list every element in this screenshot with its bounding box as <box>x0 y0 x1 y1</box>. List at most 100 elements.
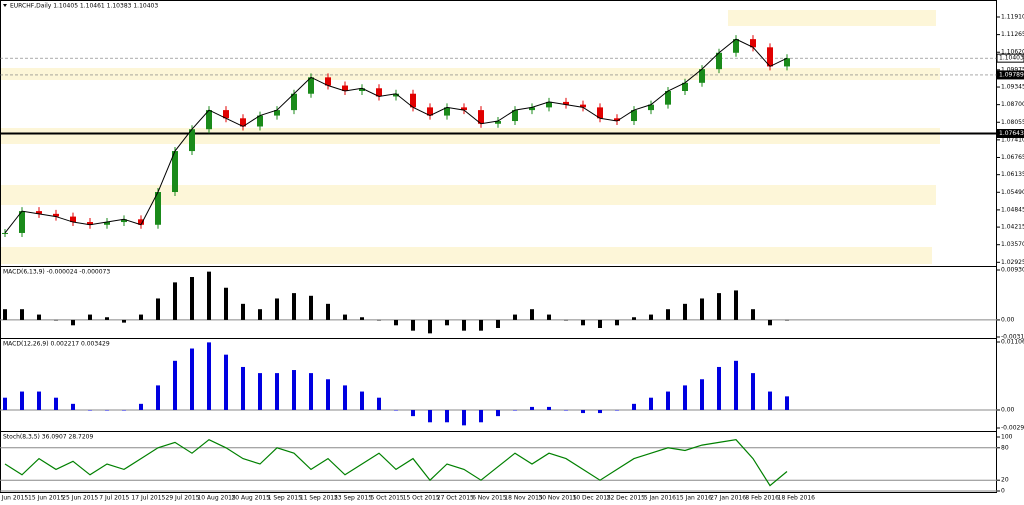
candle-body <box>444 107 450 116</box>
candle-body <box>172 151 178 193</box>
candle-body <box>2 232 8 234</box>
candle-body <box>716 52 722 70</box>
date-label: 23 Sep 2015 <box>334 495 372 502</box>
histogram-bar <box>734 360 738 410</box>
histogram-bar <box>649 397 653 410</box>
candle-body <box>325 77 331 86</box>
histogram-bar <box>496 319 500 328</box>
symbol-header: EURCHF,Daily 1.10405 1.10461 1.10383 1.1… <box>10 3 158 10</box>
price-label: 1.09789 <box>999 71 1024 78</box>
histogram-bar <box>190 348 194 410</box>
histogram-bar <box>717 293 721 320</box>
candle-body <box>495 121 501 124</box>
candle-body <box>512 110 518 122</box>
histogram-bar <box>717 366 721 410</box>
y-tick-label: 1.07410 <box>1001 136 1024 143</box>
histogram-bar <box>360 391 364 410</box>
histogram-bar <box>700 298 704 320</box>
histogram-bar <box>360 317 364 320</box>
histogram-bar <box>598 409 602 414</box>
histogram-bar <box>207 342 211 410</box>
histogram-bar <box>377 319 381 321</box>
candle-body <box>19 211 25 233</box>
candle-body <box>70 216 76 223</box>
histogram-bar <box>309 295 313 320</box>
y-tick-label: 1.11910 <box>1001 14 1024 21</box>
y-tick-label: 0 <box>1001 488 1005 495</box>
histogram-bar <box>241 366 245 410</box>
y-tick-label: 0.009307 <box>1001 267 1024 274</box>
histogram-bar <box>411 319 415 331</box>
y-tick-label: -0.00318 <box>1001 334 1024 341</box>
histogram-bar <box>326 303 330 320</box>
histogram-bar <box>88 409 92 411</box>
histogram-bar <box>785 396 789 410</box>
candle-body <box>665 90 671 105</box>
y-tick-label: 1.03570 <box>1001 241 1024 248</box>
y-tick-label: 1.05490 <box>1001 189 1024 196</box>
histogram-bar <box>768 391 772 410</box>
date-label: 8 Feb 2016 <box>745 495 779 502</box>
candle-body <box>138 219 144 225</box>
candle-body <box>699 69 705 83</box>
y-tick-label: 0.011061 <box>1001 339 1024 346</box>
zone <box>0 247 932 264</box>
candle-body <box>189 129 195 152</box>
menu-arrow[interactable] <box>3 4 7 7</box>
candle-body <box>410 93 416 108</box>
histogram-bar <box>241 303 245 320</box>
histogram-bar <box>292 293 296 320</box>
candle-body <box>359 88 365 91</box>
date-label: 6 Nov 2015 <box>472 495 507 502</box>
histogram-bar <box>20 309 24 320</box>
candle-body <box>206 110 212 130</box>
date-label: 17 Jul 2015 <box>131 495 165 502</box>
histogram-bar <box>513 409 517 411</box>
histogram-bar <box>258 373 262 410</box>
y-tick-label: 0.00 <box>1001 316 1015 323</box>
histogram-bar <box>173 282 177 320</box>
y-tick-label: 1.08055 <box>1001 119 1024 126</box>
y-tick-label: 1.06135 <box>1001 171 1024 178</box>
histogram-bar <box>683 303 687 320</box>
histogram-bar <box>275 373 279 410</box>
y-tick-label: 0.00 <box>1001 406 1015 413</box>
histogram-bar <box>139 403 143 410</box>
histogram-bar <box>139 314 143 320</box>
histogram-bar <box>71 403 75 410</box>
histogram-bar <box>598 319 602 328</box>
histogram-bar <box>343 314 347 320</box>
candle-body <box>614 118 620 122</box>
histogram-bar <box>326 379 330 410</box>
date-label: 18 Feb 2016 <box>778 495 816 502</box>
histogram-bar <box>751 309 755 320</box>
candle-body <box>155 192 161 225</box>
date-label: 20 Aug 2015 <box>231 495 270 502</box>
date-label: 11 Sep 2015 <box>300 495 338 502</box>
date-label: 10 Dec 2015 <box>573 495 612 502</box>
candle-body <box>342 85 348 91</box>
histogram-bar <box>3 397 7 410</box>
date-label: 29 Jul 2015 <box>166 495 200 502</box>
histogram-bar <box>275 298 279 320</box>
histogram-bar <box>530 406 534 410</box>
histogram-bar <box>37 391 41 410</box>
histogram-bar <box>734 290 738 320</box>
histogram-bar <box>462 409 466 426</box>
candle-body <box>257 115 263 127</box>
histogram-bar <box>785 319 789 321</box>
candle-body <box>478 110 484 124</box>
candle-body <box>104 222 110 225</box>
histogram-bar <box>156 298 160 320</box>
y-tick-label: 1.08700 <box>1001 101 1024 108</box>
histogram-bar <box>105 317 109 320</box>
date-label: 15 Jun 2015 <box>28 495 64 502</box>
date-label: 1 Sep 2015 <box>268 495 302 502</box>
candle-body <box>784 58 790 67</box>
candle-body <box>750 39 756 48</box>
stoch-line <box>4 438 788 487</box>
histogram-bar <box>649 314 653 320</box>
candle-body <box>36 211 42 214</box>
histogram-bar <box>683 385 687 410</box>
price-label-box <box>996 129 1024 139</box>
